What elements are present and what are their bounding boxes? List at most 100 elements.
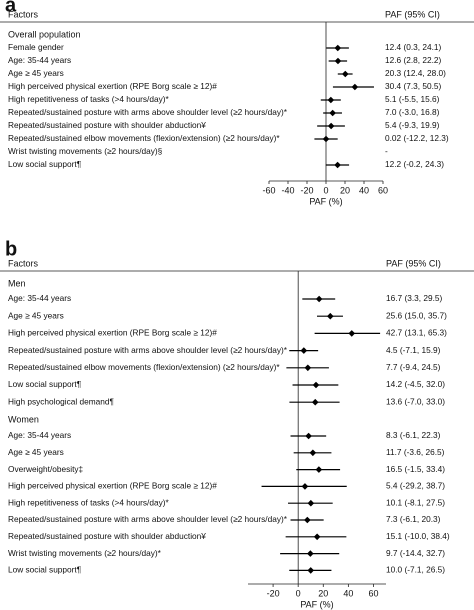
row-label: Repeated/sustained elbow movements (flex… bbox=[8, 133, 280, 143]
value-label: 25.6 (15.0, 35.7) bbox=[386, 310, 447, 320]
row-label: Age: 35-44 years bbox=[8, 293, 71, 303]
value-label: 13.6 (-7.0, 33.0) bbox=[386, 396, 445, 406]
point-estimate bbox=[348, 330, 356, 337]
point-estimate bbox=[305, 432, 312, 440]
point-estimate bbox=[311, 398, 319, 406]
group-title: Overall population bbox=[8, 29, 81, 39]
x-axis-label: PAF (%) bbox=[300, 599, 333, 609]
x-tick-label: 60 bbox=[368, 588, 378, 598]
value-label: 10.0 (-7.1, 26.5) bbox=[386, 565, 445, 575]
x-tick-label: -60 bbox=[262, 185, 275, 195]
point-estimate bbox=[309, 449, 317, 457]
value-label: 14.2 (-4.5, 32.0) bbox=[386, 379, 445, 389]
value-label: 5.4 (-9.3, 19.9) bbox=[385, 120, 440, 130]
point-estimate bbox=[327, 122, 335, 130]
x-tick-label: 20 bbox=[318, 588, 328, 598]
value-label: 10.1 (-8.1, 27.5) bbox=[386, 497, 445, 507]
x-tick-label: -20 bbox=[300, 185, 313, 195]
point-estimate bbox=[301, 483, 309, 490]
row-label: High perceived physical exertion (RPE Bo… bbox=[8, 81, 217, 91]
point-estimate bbox=[313, 533, 321, 541]
row-label: Age ≥ 45 years bbox=[8, 447, 64, 457]
row-label: Repeated/sustained posture with arms abo… bbox=[8, 107, 288, 117]
value-label: 11.7 (-3.6, 26.5) bbox=[386, 447, 445, 457]
header-left: Factors bbox=[8, 258, 39, 268]
value-label: 8.3 (-6.1, 22.3) bbox=[386, 430, 441, 440]
row-label: Repeated/sustained posture with shoulder… bbox=[8, 531, 206, 541]
row-label: High repetitiveness of tasks (>4 hours/d… bbox=[8, 497, 169, 507]
value-label: 42.7 (13.1, 65.3) bbox=[386, 328, 447, 338]
point-estimate bbox=[322, 135, 330, 143]
point-estimate bbox=[327, 96, 335, 104]
row-label: Age ≥ 45 years bbox=[8, 68, 64, 78]
header-right: PAF (95% CI) bbox=[385, 9, 440, 19]
row-label: Repeated/sustained posture with shoulder… bbox=[8, 120, 206, 130]
panel-letter: a bbox=[5, 0, 17, 16]
row-label: Overweight/obesity‡ bbox=[8, 464, 84, 474]
x-tick-label: -20 bbox=[267, 588, 280, 598]
value-label: - bbox=[385, 146, 388, 156]
row-label: Age ≥ 45 years bbox=[8, 310, 64, 320]
x-tick-label: 0 bbox=[323, 185, 328, 195]
value-label: 12.6 (2.8, 22.2) bbox=[385, 55, 442, 65]
point-estimate bbox=[304, 364, 312, 372]
row-label: Age: 35-44 years bbox=[8, 55, 71, 65]
row-label: Low social support¶ bbox=[8, 379, 82, 389]
point-estimate bbox=[326, 312, 334, 320]
panel-letter: b bbox=[5, 238, 17, 260]
value-label: 5.1 (-5.5, 15.6) bbox=[385, 94, 440, 104]
x-tick-label: 40 bbox=[359, 185, 369, 195]
value-label: 12.2 (-0.2, 24.3) bbox=[385, 159, 444, 169]
value-label: 20.3 (12.4, 28.0) bbox=[385, 68, 446, 78]
point-estimate bbox=[334, 161, 341, 169]
x-tick-label: -40 bbox=[281, 185, 294, 195]
value-label: 15.1 (-10.0, 38.4) bbox=[386, 531, 450, 541]
point-estimate bbox=[329, 109, 336, 117]
row-label: High psychological demand¶ bbox=[8, 396, 114, 406]
value-label: 4.5 (-7.1, 15.9) bbox=[386, 345, 441, 355]
value-label: 7.0 (-3.0, 16.8) bbox=[385, 107, 440, 117]
row-label: Female gender bbox=[8, 42, 64, 52]
row-label: Wrist twisting movements (≥2 hours/day)* bbox=[8, 548, 162, 558]
row-label: Low social support¶ bbox=[8, 159, 82, 169]
header-left: Factors bbox=[8, 9, 39, 19]
row-label: Repeated/sustained posture with arms abo… bbox=[8, 514, 288, 524]
point-estimate bbox=[312, 381, 320, 389]
row-label: High perceived physical exertion (RPE Bo… bbox=[8, 481, 217, 491]
value-label: 12.4 (0.3, 24.1) bbox=[385, 42, 442, 52]
row-label: Repeated/sustained posture with arms abo… bbox=[8, 345, 288, 355]
row-label: Age: 35-44 years bbox=[8, 430, 71, 440]
value-label: 7.3 (-6.1, 20.3) bbox=[386, 514, 441, 524]
x-tick-label: 60 bbox=[378, 185, 388, 195]
point-estimate bbox=[307, 567, 315, 574]
row-label: Wrist twisting movements (≥2 hours/day)§ bbox=[8, 146, 163, 156]
value-label: 0.02 (-12.2, 12.3) bbox=[385, 133, 449, 143]
point-estimate bbox=[315, 295, 323, 303]
value-label: 9.7 (-14.4, 32.7) bbox=[386, 548, 445, 558]
point-estimate bbox=[341, 70, 349, 78]
value-label: 30.4 (7.3, 50.5) bbox=[385, 81, 442, 91]
value-label: 5.4 (-29.2, 38.7) bbox=[386, 481, 445, 491]
x-tick-label: 20 bbox=[340, 185, 350, 195]
point-estimate bbox=[334, 44, 342, 52]
point-estimate bbox=[304, 516, 311, 524]
row-label: High perceived physical exertion (RPE Bo… bbox=[8, 328, 217, 338]
group-title: Men bbox=[8, 278, 26, 288]
point-estimate bbox=[300, 347, 308, 354]
header-right: PAF (95% CI) bbox=[386, 258, 441, 268]
x-axis-label: PAF (%) bbox=[309, 196, 342, 206]
point-estimate bbox=[307, 550, 314, 557]
x-tick-label: 0 bbox=[296, 588, 301, 598]
row-label: Low social support¶ bbox=[8, 565, 82, 575]
point-estimate bbox=[307, 499, 315, 507]
point-estimate bbox=[351, 83, 359, 91]
point-estimate bbox=[315, 466, 323, 473]
point-estimate bbox=[334, 57, 342, 65]
value-label: 16.5 (-1.5, 33.4) bbox=[386, 464, 445, 474]
value-label: 7.7 (-9.4, 24.5) bbox=[386, 362, 441, 372]
x-tick-label: 40 bbox=[343, 588, 353, 598]
group-title: Women bbox=[8, 414, 39, 424]
row-label: High repetitiveness of tasks (>4 hours/d… bbox=[8, 94, 169, 104]
value-label: 16.7 (3.3, 29.5) bbox=[386, 293, 443, 303]
